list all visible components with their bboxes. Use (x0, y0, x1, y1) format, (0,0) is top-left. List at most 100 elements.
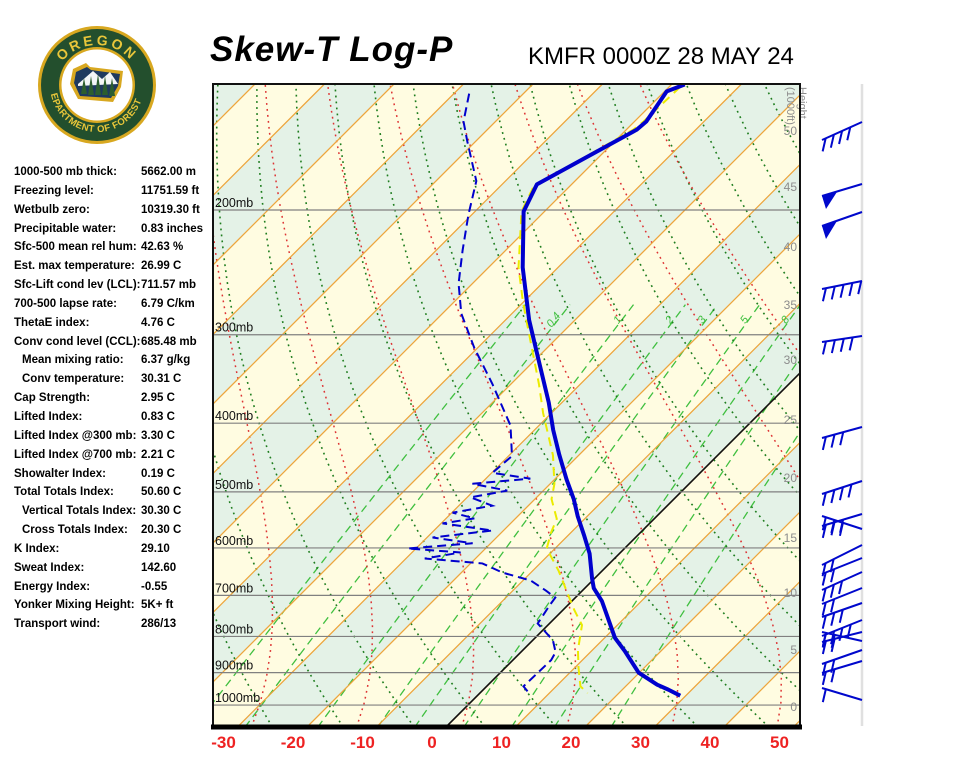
stat-row: Mean mixing ratio: 6.37 g/kg (14, 354, 224, 373)
stat-label: Precipitable water: (14, 222, 117, 235)
stat-label: K Index: (14, 542, 60, 555)
stat-row: Energy Index: -0.55 (14, 581, 224, 600)
temp-axis-label: 0 (427, 733, 436, 752)
stat-label: Total Totals Index: (14, 486, 114, 499)
stat-value: 711.57 mb (141, 279, 196, 292)
stat-row: Cross Totals Index: 20.30 C (14, 524, 224, 543)
stat-row: Freezing level: 11751.59 ft (14, 185, 224, 204)
stat-label: Sweat Index: (14, 561, 85, 574)
temp-axis-label: 50 (770, 733, 789, 752)
pressure-label: 900mb (215, 659, 253, 673)
temp-axis-label: 20 (562, 733, 581, 752)
wind-barb (821, 571, 863, 602)
zero-isotherm (444, 371, 800, 728)
wind-barb (821, 280, 863, 302)
stat-value: 30.30 C (141, 505, 182, 518)
stat-label: Mean mixing ratio: (22, 354, 124, 367)
stat-label: 700-500 lapse rate: (14, 297, 117, 310)
height-tick-label: 20 (784, 471, 798, 485)
wind-barb (821, 587, 863, 616)
isobars (213, 209, 800, 706)
temp-axis-label: -30 (211, 733, 236, 752)
stat-label: Conv cond level (CCL): (14, 335, 141, 348)
stat-label: Freezing level: (14, 184, 94, 197)
stat-row: Cap Strength: 2.95 C (14, 392, 224, 411)
stat-value: 6.79 C/km (141, 297, 195, 310)
stat-row: Total Totals Index: 50.60 C (14, 486, 224, 505)
stat-label: Conv temperature: (22, 373, 125, 386)
stat-value: 20.30 C (141, 524, 182, 537)
wind-barb (821, 660, 863, 686)
stat-value: 142.60 (141, 561, 177, 574)
stat-value: 5662.00 m (141, 166, 196, 178)
wind-barb (821, 426, 863, 451)
wind-barb (821, 602, 863, 629)
stat-value: 5K+ ft (141, 599, 174, 612)
stat-value: 4.76 C (141, 316, 175, 329)
height-axis-title: Height(1000ft) (784, 87, 808, 125)
pressure-label: 300mb (215, 321, 253, 335)
wind-barb (821, 211, 863, 239)
stat-label: ThetaE index: (14, 316, 90, 329)
wind-barb (821, 480, 863, 506)
stat-label: Cross Totals Index: (22, 524, 128, 537)
stat-row: Conv temperature: 30.31 C (14, 373, 224, 392)
stat-label: 1000-500 mb thick: (14, 166, 117, 178)
height-tick-label: 50 (784, 124, 798, 138)
height-tick-label: 30 (784, 353, 798, 367)
logo-state-scene (70, 63, 123, 102)
isotherm-bands (213, 84, 800, 728)
stat-row: Lifted Index @700 mb: 2.21 C (14, 449, 224, 468)
stat-label: Transport wind: (14, 618, 101, 631)
stat-label: Vertical Totals Index: (22, 505, 137, 518)
stat-row: Showalter Index: 0.19 C (14, 468, 224, 487)
stat-value: 30.31 C (141, 373, 182, 386)
pressure-label: 600mb (215, 534, 253, 548)
stat-value: 685.48 mb (141, 335, 197, 348)
height-tick-label: 5 (790, 643, 797, 657)
height-tick-label: 15 (784, 531, 798, 545)
stat-value: 42.63 % (141, 241, 184, 254)
stat-row: Precipitable water: 0.83 inches (14, 223, 224, 242)
stat-value: 29.10 (141, 542, 170, 555)
wind-barb (821, 121, 863, 152)
height-tick-label: 40 (784, 240, 798, 254)
indices-panel: 1000-500 mb thick: 5662.00 m Freezing leve… (14, 166, 224, 637)
stat-value: 6.37 g/kg (141, 354, 191, 367)
stat-row: Vertical Totals Index: 30.30 C (14, 505, 224, 524)
temperature-trace (520, 84, 686, 698)
pressure-label: 500mb (215, 478, 253, 492)
stat-label: Lifted Index: (14, 410, 83, 423)
stat-row: Yonker Mixing Height: 5K+ ft (14, 599, 224, 618)
stat-row: Sweat Index: 142.60 (14, 562, 224, 581)
temp-axis-label: 30 (631, 733, 650, 752)
temp-axis-label: 10 (492, 733, 511, 752)
stat-row: Sfc-500 mean rel hum: 42.63 % (14, 241, 224, 260)
dry-adiabats (213, 84, 800, 728)
stat-label: Cap Strength: (14, 392, 91, 405)
pressure-label: 1000mb (215, 691, 260, 705)
stat-label: Lifted Index @700 mb: (14, 448, 137, 461)
wind-barb-column (821, 121, 863, 703)
pressure-label: 400mb (215, 409, 253, 423)
stat-row: Est. max temperature: 26.99 C (14, 260, 224, 279)
stat-label: Yonker Mixing Height: (14, 599, 135, 612)
odf-logo: OREGON DEPARTMENT OF FORESTRY (36, 24, 156, 144)
stat-label: Est. max temperature: (14, 260, 135, 273)
temp-axis-label: 40 (701, 733, 720, 752)
stat-label: Showalter Index: (14, 467, 107, 480)
stat-value: 50.60 C (141, 486, 182, 499)
stat-row: Wetbulb zero: 10319.30 ft (14, 204, 224, 223)
wind-barb (821, 557, 863, 586)
stat-value: 11751.59 ft (141, 184, 200, 197)
height-tick-label: 45 (784, 180, 798, 194)
wind-barb (821, 631, 863, 649)
pressure-label: 700mb (215, 581, 253, 595)
stat-label: Sfc-500 mean rel hum: (14, 241, 137, 254)
mixing-ratio-lines (213, 304, 800, 728)
stat-row: Lifted Index @300 mb: 3.30 C (14, 430, 224, 449)
stat-value: 2.95 C (141, 392, 175, 405)
stat-value: 10319.30 ft (141, 203, 200, 216)
